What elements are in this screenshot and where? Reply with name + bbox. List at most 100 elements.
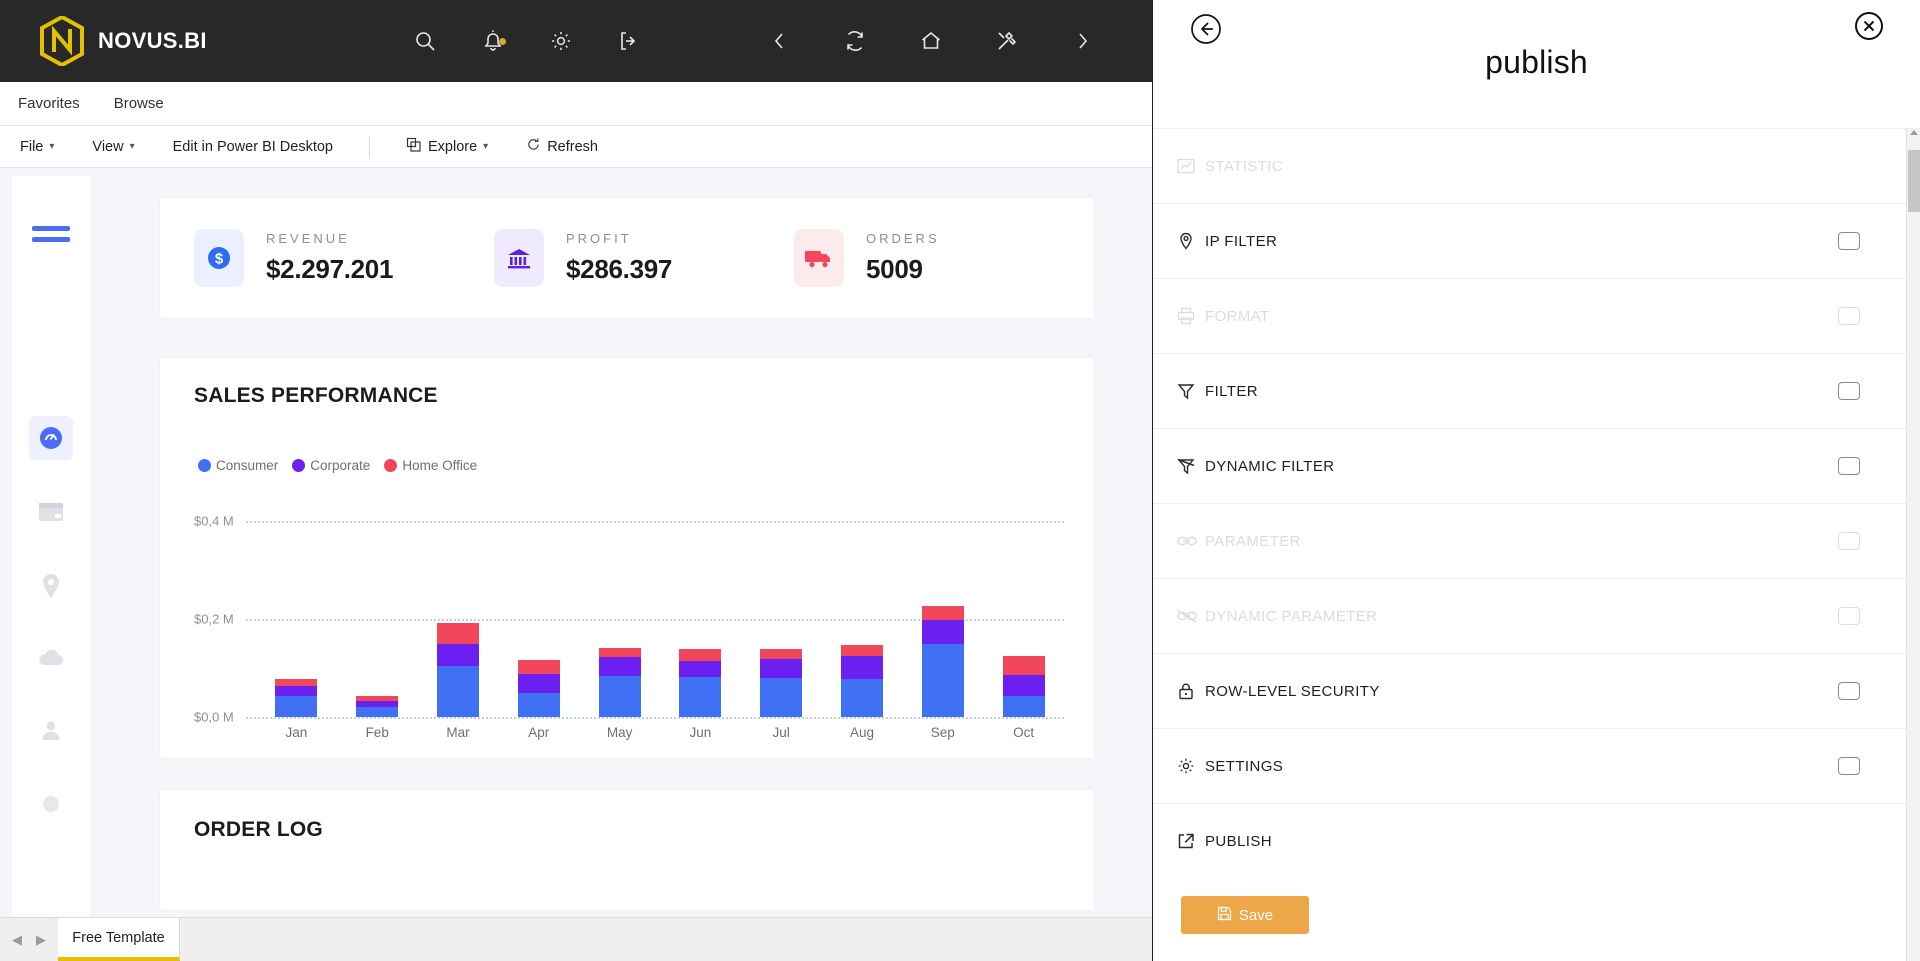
chart-bar-column[interactable]: [418, 521, 499, 717]
publish-panel-scrollbar[interactable]: [1906, 128, 1920, 961]
chart-bar-column[interactable]: [579, 521, 660, 717]
page-next-icon[interactable]: ▶: [36, 931, 46, 947]
search-icon[interactable]: [410, 26, 440, 56]
y-axis-tick-label: $0,2 M: [194, 611, 234, 627]
statistic-icon: [1177, 157, 1203, 175]
powerbi-app-window: NOVUS.BI: [0, 0, 1152, 961]
chart-bar-segment: [356, 701, 399, 708]
chart-bar-column[interactable]: [256, 521, 337, 717]
sidebar-item-cloud[interactable]: [29, 636, 73, 680]
report-page-tab[interactable]: Free Template: [58, 918, 180, 961]
kpi-card-group: $ REVENUE $2.297.201: [160, 198, 1094, 318]
legend-item[interactable]: Consumer: [198, 458, 278, 473]
publish-option-checkbox[interactable]: [1838, 757, 1860, 775]
chart-bar-column[interactable]: [822, 521, 903, 717]
publish-option-checkbox[interactable]: [1838, 232, 1860, 250]
legend-item[interactable]: Corporate: [292, 458, 370, 473]
chart-bar-segment: [760, 658, 803, 679]
publish-option-label: IP FILTER: [1205, 232, 1278, 250]
page-prev-icon[interactable]: ◀: [12, 931, 22, 947]
cloud-icon: [39, 649, 64, 666]
chart-bar-segment: [598, 647, 641, 657]
publish-option-checkbox[interactable]: [1838, 382, 1860, 400]
bank-icon: [494, 229, 544, 287]
chart-bar-segment: [679, 677, 722, 717]
save-button[interactable]: Save: [1181, 896, 1309, 934]
y-axis-tick-label: $0,4 M: [194, 513, 234, 529]
close-circle-icon[interactable]: [1854, 11, 1884, 41]
ribbon-toolbar: File ▾ View ▾ Edit in Power BI Desktop E…: [0, 126, 1152, 168]
publish-option-filter[interactable]: FILTER: [1153, 353, 1906, 428]
chart-bar-segment: [356, 707, 399, 717]
chart-bar-segment: [356, 696, 399, 702]
publish-option-format: FORMAT: [1153, 278, 1906, 353]
browse-link[interactable]: Browse: [113, 95, 164, 112]
publish-option-checkbox[interactable]: [1838, 682, 1860, 700]
chart-bar-segment: [517, 673, 560, 694]
chart-bar-segment: [517, 659, 560, 674]
lock-icon: [1177, 682, 1203, 700]
chart-bar-stack: [356, 696, 399, 717]
publish-option-row-level-security[interactable]: ROW-LEVEL SECURITY: [1153, 653, 1906, 728]
publish-panel-header: publish: [1153, 0, 1920, 128]
home-icon[interactable]: [916, 26, 946, 56]
publish-option-checkbox: [1838, 532, 1860, 550]
sidebar-item-dashboard[interactable]: [29, 416, 73, 460]
chart-bar-segment: [760, 648, 803, 659]
bell-icon[interactable]: [478, 26, 508, 56]
favorites-link[interactable]: Favorites: [18, 95, 80, 112]
refresh-button[interactable]: Refresh: [520, 133, 604, 160]
chart-bar-column[interactable]: [498, 521, 579, 717]
chart-bar-segment: [840, 656, 883, 679]
chevron-left-icon[interactable]: [764, 26, 794, 56]
explore-label: Explore: [428, 138, 478, 155]
menu-view[interactable]: View ▾: [86, 135, 140, 159]
sidebar-item-cards[interactable]: [29, 490, 73, 534]
chart-bar-segment: [436, 665, 479, 717]
chart-bar-column[interactable]: [741, 521, 822, 717]
chevron-right-icon[interactable]: [1068, 26, 1098, 56]
chart-bar-segment: [760, 678, 803, 717]
gear-icon[interactable]: [546, 26, 576, 56]
scrollbar-thumb[interactable]: [1908, 150, 1920, 212]
printer-icon: [1177, 307, 1203, 325]
legend-item[interactable]: Home Office: [384, 458, 477, 473]
chart-bar-segment: [436, 643, 479, 666]
chart-bar-column[interactable]: [660, 521, 741, 717]
page-nav-arrows[interactable]: ◀ ▶: [0, 932, 58, 948]
chart-bar-segment: [598, 676, 641, 717]
publish-option-ip-filter[interactable]: IP FILTER: [1153, 203, 1906, 278]
sidebar-item-map[interactable]: [29, 564, 73, 608]
scroll-up-arrow-icon[interactable]: [1910, 130, 1918, 135]
chart-bar-segment: [275, 685, 318, 697]
explore-button[interactable]: Explore ▾: [400, 133, 494, 161]
publish-option-checkbox[interactable]: [1838, 457, 1860, 475]
report-left-rail: [12, 176, 90, 917]
x-axis-labels: Jan Feb Mar Apr May Jun Jul Aug Sep Oct: [256, 725, 1064, 740]
chart-bar-column[interactable]: [983, 521, 1064, 717]
back-circle-icon[interactable]: [1189, 12, 1223, 46]
menu-file[interactable]: File ▾: [14, 135, 60, 159]
publish-option-settings[interactable]: SETTINGS: [1153, 728, 1906, 803]
publish-option-publish[interactable]: PUBLISH: [1153, 803, 1906, 878]
legend-label: Home Office: [402, 458, 478, 473]
sidebar-item-extra[interactable]: [29, 778, 73, 822]
edit-in-power-bi-desktop-button[interactable]: Edit in Power BI Desktop: [167, 135, 339, 159]
refresh-icon[interactable]: [840, 26, 870, 56]
publish-option-dynamic-filter[interactable]: DYNAMIC FILTER: [1153, 428, 1906, 503]
chart-bar-segment: [921, 619, 964, 645]
link-icon: [1177, 532, 1203, 550]
chart-bar-column[interactable]: [337, 521, 418, 717]
sidebar-item-user[interactable]: [29, 708, 73, 752]
topbar-icon-group-right: [764, 26, 1098, 56]
kpi-revenue: $ REVENUE $2.297.201: [194, 229, 494, 287]
x-axis-tick-label: Apr: [528, 725, 550, 740]
logout-icon[interactable]: [614, 26, 644, 56]
ribbon-divider: [369, 135, 370, 158]
menu-toggle-icon[interactable]: [29, 212, 73, 256]
publish-option-statistic: STATISTIC: [1153, 128, 1906, 203]
tools-icon[interactable]: [992, 26, 1022, 56]
chart-bar-column[interactable]: [902, 521, 983, 717]
favorites-bar: Favorites Browse: [0, 82, 1152, 126]
x-axis-tick-label: May: [606, 725, 633, 740]
